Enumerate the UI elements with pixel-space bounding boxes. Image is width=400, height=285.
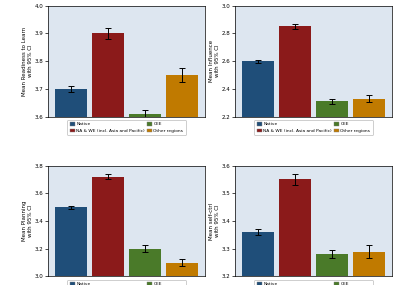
Bar <box>316 101 348 285</box>
Bar <box>55 207 87 285</box>
Legend: Native, NA & WE (incl. Asia and Pacific), CEE, Other regions: Native, NA & WE (incl. Asia and Pacific)… <box>68 280 186 285</box>
Y-axis label: Mean self-ctrl
with 95% CI: Mean self-ctrl with 95% CI <box>209 202 220 240</box>
Y-axis label: Mean Readiness to Learn
with 95% CI: Mean Readiness to Learn with 95% CI <box>22 27 33 96</box>
Bar <box>316 254 348 285</box>
Y-axis label: Mean Influence
with 95% CI: Mean Influence with 95% CI <box>209 40 220 82</box>
Bar <box>353 251 385 285</box>
Bar <box>92 177 124 285</box>
Bar <box>92 33 124 285</box>
Bar <box>166 262 198 285</box>
Bar <box>129 114 161 285</box>
Legend: Native, NA & WE (incl. Asia and Pacific), CEE, Other regions: Native, NA & WE (incl. Asia and Pacific)… <box>254 280 372 285</box>
Legend: Native, NA & WE (incl. Asia and Pacific), CEE, Other regions: Native, NA & WE (incl. Asia and Pacific)… <box>68 120 186 135</box>
Bar <box>166 75 198 285</box>
Bar <box>129 249 161 285</box>
Bar <box>55 89 87 285</box>
Legend: Native, NA & WE (incl. Asia and Pacific), CEE, Other regions: Native, NA & WE (incl. Asia and Pacific)… <box>254 120 372 135</box>
Bar <box>353 99 385 285</box>
Bar <box>279 180 311 285</box>
Bar <box>279 27 311 285</box>
Y-axis label: Mean Planning
with 95% CI: Mean Planning with 95% CI <box>22 201 33 241</box>
Bar <box>242 232 274 285</box>
Bar <box>242 61 274 285</box>
